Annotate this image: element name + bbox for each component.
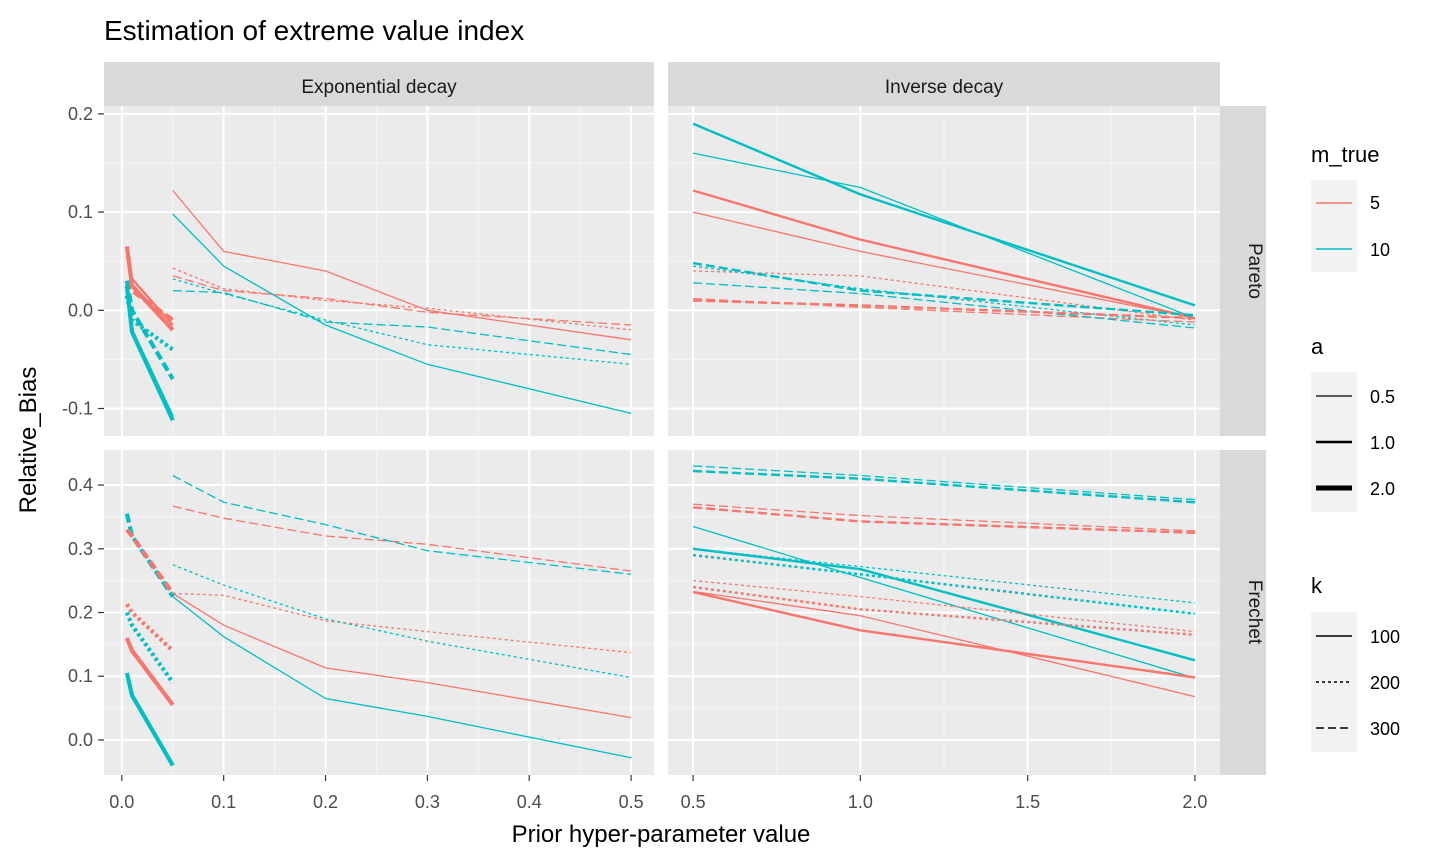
y-tick-label: 0.0 — [68, 300, 93, 320]
series-line-m5-a2.0-k100 — [124, 246, 175, 332]
series-line-m5-a2.0-k300 — [125, 528, 175, 595]
y-tick-label: 0.1 — [68, 666, 93, 686]
y-axis-title: Relative_Bias — [15, 367, 42, 514]
panel-exponential-pareto — [104, 106, 654, 436]
x-tick-label: 0.3 — [415, 792, 440, 812]
series-line-m10-a2.0-k300 — [124, 280, 175, 381]
series-line-m5-a0.5-k100 — [172, 592, 632, 719]
series-line-m10-a1.0-k300 — [693, 469, 1195, 504]
y-tick-label: 0.3 — [68, 539, 93, 559]
series-line-m10-a0.5-k300 — [172, 474, 632, 575]
legend-label-m5: 5 — [1370, 193, 1380, 213]
strip-label-exponential: Exponential decay — [301, 77, 457, 98]
legend-label-a20: 2.0 — [1370, 479, 1395, 499]
x-tick-label: 0.1 — [211, 792, 236, 812]
legend-title-m-true: m_true — [1311, 142, 1379, 167]
series-line-m10-a0.5-k300 — [172, 289, 632, 356]
series-line-m10-a1.0-k200 — [692, 553, 1196, 615]
series-line-m10-a2.0-k200 — [124, 295, 175, 352]
y-tick-label: 0.0 — [68, 730, 93, 750]
x-tick-label: 2.0 — [1182, 792, 1207, 812]
panel-inverse-frechet — [668, 450, 1220, 775]
strip-row-pareto — [1220, 106, 1266, 436]
y-tick-label: 0.4 — [68, 475, 93, 495]
series-line-m5-a0.5-k100 — [693, 590, 1196, 698]
strip-col-inverse — [668, 62, 1220, 106]
x-tick-label: 1.5 — [1015, 792, 1040, 812]
series-line-m10-a0.5-k300 — [693, 282, 1195, 329]
series-line-m10-a1.0-k100 — [692, 122, 1196, 307]
legend-title-a: a — [1311, 334, 1324, 359]
series-line-m5-a1.0-k300 — [692, 506, 1195, 534]
series-line-m10-a1.0-k100 — [692, 547, 1196, 662]
series-line-m5-a1.0-k100 — [692, 189, 1196, 320]
series-line-m10-a0.5-k200 — [693, 265, 1195, 326]
series-line-m10-a0.5-k100 — [172, 596, 632, 759]
series-line-m10-a0.5-k300 — [693, 465, 1195, 501]
series-line-m10-a0.5-k200 — [172, 278, 632, 365]
panel-inverse-pareto — [668, 106, 1220, 436]
series-line-m10-a2.0-k200 — [124, 611, 175, 684]
strip-label-frechet: Frechet — [1244, 580, 1265, 645]
series-line-m5-a0.5-k300 — [172, 275, 632, 326]
panel-background — [104, 106, 654, 436]
strip-row-frechet — [1220, 450, 1266, 775]
axes: 0.0 0.1 0.2 0.3 0.4 0.5 0.5 1.0 1.5 2.0 0.2 0.1 0.0 -… — [62, 104, 1207, 812]
chart-title: Estimation of extreme value index — [104, 15, 524, 46]
legend-label-m10: 10 — [1370, 240, 1390, 260]
x-tick-label: 0.2 — [313, 792, 338, 812]
series-line-m5-a0.5-k100 — [692, 211, 1196, 319]
series-line-m5-a0.5-k100 — [172, 190, 632, 341]
series-line-m5-a1.0-k200 — [692, 585, 1195, 636]
y-tick-label: -0.1 — [62, 399, 93, 419]
legend-label-k300: 300 — [1370, 719, 1400, 739]
x-axis-title: Prior hyper-parameter value — [512, 821, 811, 848]
strip-col-exponential — [104, 62, 654, 106]
legend-label-a10: 1.0 — [1370, 433, 1395, 453]
legend-label-k200: 200 — [1370, 673, 1400, 693]
legend: m_true 5 10 a 0.5 1.0 2.0 k 100 200 300 — [1311, 142, 1400, 752]
legend-label-k100: 100 — [1370, 627, 1400, 647]
x-tick-label: 0.5 — [681, 792, 706, 812]
series-line-m5-a0.5-k300 — [693, 503, 1195, 532]
series-line-m5-a0.5-k200 — [693, 579, 1195, 633]
series-line-m10-a0.5-k100 — [692, 152, 1196, 319]
legend-title-k: k — [1311, 573, 1323, 598]
y-tick-label: 0.2 — [68, 104, 93, 124]
series-line-m5-a0.5-k200 — [172, 592, 632, 654]
panel-exponential-frechet — [104, 450, 654, 775]
legend-label-a05: 0.5 — [1370, 387, 1395, 407]
series-line-m5-a1.0-k100 — [692, 590, 1196, 679]
series-line-m10-a1.0-k300 — [692, 261, 1195, 317]
series-line-m5-a0.5-k300 — [172, 505, 632, 572]
series-line-m10-a0.5-k100 — [172, 213, 632, 415]
series-line-m10-a0.5-k200 — [693, 548, 1195, 604]
strip-label-inverse: Inverse decay — [885, 77, 1004, 98]
series-line-m10-a2.0-k100 — [124, 672, 175, 767]
series-line-m5-a2.0-k100 — [124, 637, 175, 707]
y-tick-label: 0.1 — [68, 202, 93, 222]
x-tick-label: 0.5 — [619, 792, 644, 812]
y-tick-label: 0.2 — [68, 603, 93, 623]
series-line-m10-a0.5-k200 — [172, 564, 632, 679]
x-tick-label: 1.0 — [848, 792, 873, 812]
strip-label-pareto: Pareto — [1244, 243, 1265, 299]
x-tick-label: 0.4 — [517, 792, 542, 812]
x-tick-label: 0.0 — [109, 792, 134, 812]
series-line-m5-a1.0-k300 — [693, 299, 1195, 320]
series-line-m5-a0.5-k200 — [172, 267, 632, 331]
series-line-m10-a0.5-k100 — [692, 525, 1196, 679]
